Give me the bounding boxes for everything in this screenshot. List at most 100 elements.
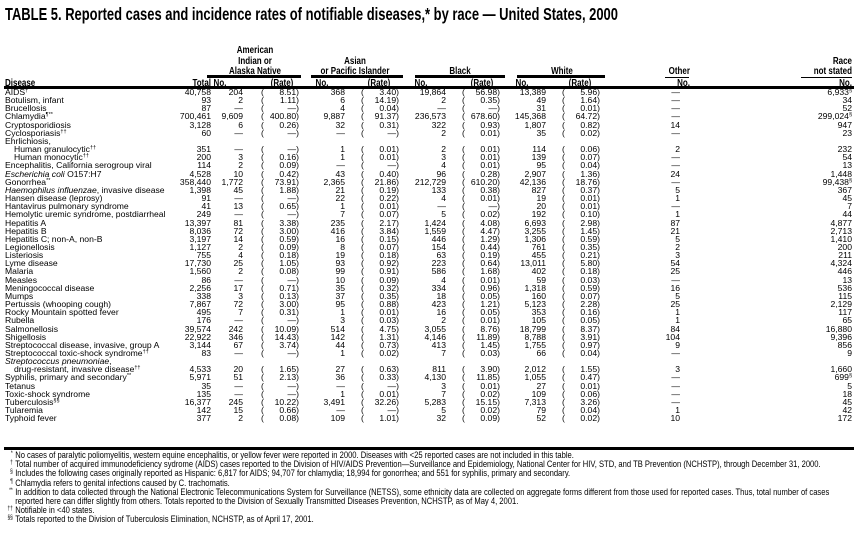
disease-name-text: Lyme disease (5, 258, 58, 269)
not-stated-no-cell: 536 (680, 283, 852, 292)
count-value: 192 (531, 209, 546, 220)
count-value: 249 (196, 209, 211, 220)
disease-name-text: Cryptosporidiosis (5, 119, 71, 130)
not-stated-no-cell: 42 (680, 405, 852, 416)
aian-no-cell: 13 (211, 202, 243, 211)
count-value: 52 (536, 413, 546, 424)
rate-value: 0.01 (462, 194, 500, 203)
white-rate-cell: 3.26 (546, 398, 604, 407)
rate-value: 14.43 (261, 332, 299, 341)
count-value: 7 (340, 209, 345, 220)
rate-value: 0.01 (462, 316, 500, 325)
count-value: 3,255 (524, 225, 546, 236)
other-no-cell: — (604, 177, 680, 186)
white-rate-cell: 1.55 (546, 365, 604, 374)
disease-name-text: Brucellosis (5, 103, 47, 114)
count-value: 1,318 (524, 282, 546, 293)
count-value: 135 (196, 388, 211, 399)
header-not-stated-line2: not stated (813, 66, 852, 77)
black-rate-cell: 0.64 (446, 259, 504, 268)
other-no-cell: 1 (604, 406, 680, 415)
white-no-cell: 49 (504, 96, 546, 105)
count-value: 416 (330, 225, 345, 236)
white-no-cell: 18,799 (504, 324, 546, 333)
count-value: 212,729 (414, 176, 446, 187)
not-stated-no-cell: 9,396 (680, 332, 852, 341)
white-no-cell: 160 (504, 292, 546, 301)
not-stated-no-cell: 99,438§ (680, 177, 852, 186)
count-value: 8 (340, 241, 345, 252)
disease-name: Gonorrhea** (0, 177, 170, 186)
count-value: 351 (196, 144, 211, 155)
table-row: Mumps 338 3 0.13 37 0.35 18 0.05 160 0.07 5 115 (0, 292, 852, 301)
count-value: 19 (536, 193, 546, 204)
white-rate-cell: 8.37 (546, 324, 604, 333)
other-no-cell: 9 (604, 341, 680, 350)
black-no-cell: 5 (403, 210, 446, 219)
rate-value: 64.72 (562, 112, 600, 121)
count-value: 2,365 (323, 176, 345, 187)
disease-name-text: Malaria (5, 266, 34, 277)
count-value: 4 (441, 274, 446, 285)
api-no-cell: 1 (303, 349, 345, 358)
black-no-cell: 32 (403, 414, 446, 423)
table-row: Typhoid fever 377 2 0.08 109 1.01 32 0.09 52 0.02… (0, 413, 852, 424)
rate-value: 18.76 (562, 177, 600, 186)
disease-name-text: Hansen disease (leprosy) (5, 193, 103, 204)
count-value: 6,693 (524, 217, 546, 228)
count-value: 16,880 (825, 323, 852, 334)
rate-value: 0.15 (361, 234, 399, 243)
rate-value: 0.06 (562, 389, 600, 398)
rate-value: 3.00 (261, 300, 299, 309)
table-row: Hemolytic uremic syndrome, postdiarrheal… (0, 209, 852, 220)
other-no-cell: — (604, 381, 680, 390)
aian-no-cell: 72 (211, 300, 243, 309)
api-rate-cell: 2.17 (345, 218, 403, 227)
aian-no-cell: 2 (211, 414, 243, 423)
count-value: 2 (238, 95, 243, 106)
total-cell: 5,971 (170, 373, 211, 382)
white-rate-cell: 0.59 (546, 234, 604, 243)
count-value: 16 (436, 307, 446, 318)
count-value: 2 (238, 266, 243, 277)
other-no-cell: — (604, 128, 680, 137)
count-value: 45 (842, 396, 852, 407)
aian-no-cell: 7 (211, 308, 243, 317)
api-no-cell: 93 (303, 259, 345, 268)
rate-value: 32.26 (361, 398, 399, 407)
disease-name: Haemophilus influenzae, invasive disease (0, 184, 170, 195)
white-rate-cell: 3.91 (546, 332, 604, 341)
disease-name-text: , (109, 356, 112, 367)
count-value: 20 (536, 201, 546, 212)
count-value: 42 (842, 405, 852, 416)
footnote-mark: § (848, 177, 852, 184)
disease-name-italic: Haemophilus influenzae (5, 184, 97, 195)
other-no-cell: — (604, 112, 680, 121)
header-other-no: No. (677, 78, 690, 89)
api-no-cell: 22 (303, 194, 345, 203)
footnote-text: Includes the following cases originally … (15, 468, 571, 480)
disease-name: Tetanus (0, 381, 170, 390)
rate-value: 0.01 (462, 145, 500, 154)
count-value: 811 (432, 364, 446, 375)
aian-rate-cell: 0.66 (243, 406, 303, 415)
rate-value: 0.92 (361, 259, 399, 268)
black-no-cell: 423 (403, 300, 446, 309)
disease-name: Measles (0, 275, 170, 284)
count-value: 5 (675, 184, 680, 195)
rate-value: 5.96 (562, 88, 600, 97)
other-no-cell: 10 (604, 414, 680, 423)
count-value: 7,867 (189, 299, 211, 310)
total-cell: 495 (170, 307, 211, 318)
total-cell: 176 (170, 316, 211, 325)
count-value: 19,864 (419, 87, 446, 97)
api-no-cell: — (303, 161, 345, 170)
disease-name-text: Human monocytic (14, 152, 83, 163)
count-value: 495 (196, 307, 211, 318)
total-cell: 41 (170, 202, 211, 211)
disease-name-text: drug-resistant, invasive disease (14, 364, 135, 375)
api-no-cell: 19 (303, 251, 345, 260)
not-stated-no-cell: 13 (680, 161, 852, 170)
table-row: Measles 86 — — 10 0.09 4 0.01 59 0.03 — 13 (0, 274, 852, 285)
header-not-stated-line1: Race (832, 56, 852, 67)
